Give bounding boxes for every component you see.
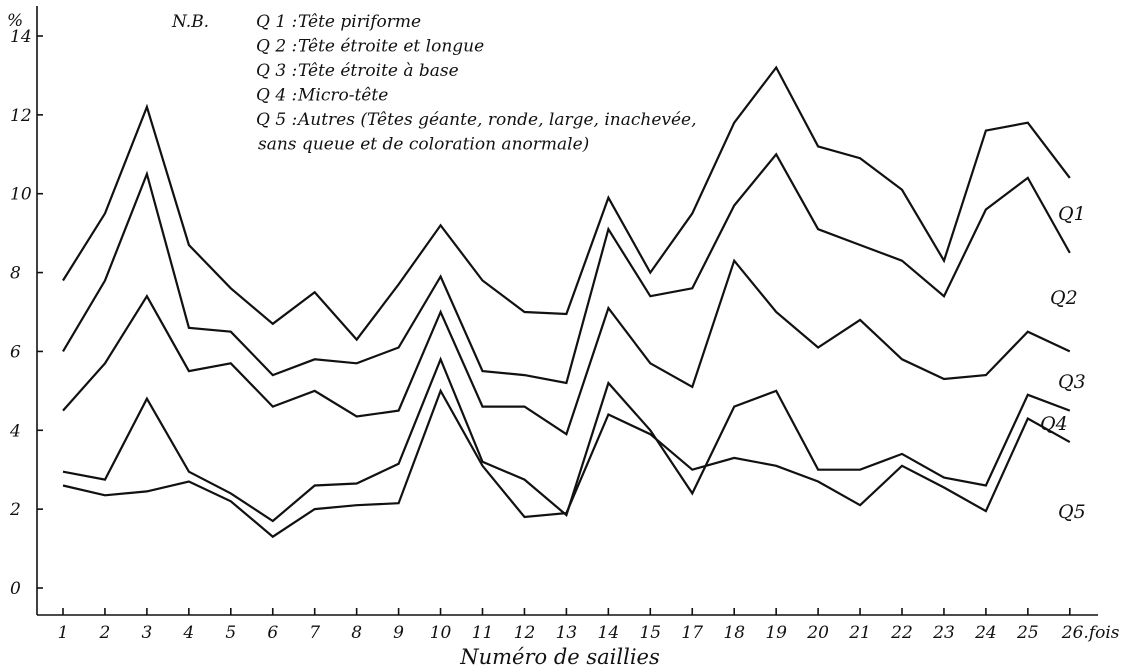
legend-key-5: Q 5 : [256,110,297,130]
x-tick-label-26: 26.fois [1061,623,1120,643]
series-line-q3 [62,258,1071,436]
y-tick-label-0: 0 [10,579,21,599]
x-tick-label-6: 6 [267,623,278,643]
series-line-q4 [62,356,1071,523]
series-labels: Q1 Q2 Q3 Q4 Q5 [1040,203,1086,523]
legend-key-3: Q 3 : [256,61,297,81]
series-line-q2 [62,152,1071,385]
x-tick-label-25: 25 [1016,623,1039,643]
y-tick-label-4: 4 [9,421,21,441]
series-label-q3: Q3 [1058,371,1086,393]
x-tick-label-15: 15 [639,623,661,643]
x-tick-label-13: 13 [556,623,578,643]
x-tick-label-21: 21 [848,623,871,643]
legend-text-5: Autres (Têtes géante, ronde, large, inac… [296,110,697,130]
x-tick-label-9: 9 [393,623,404,643]
series-label-q4: Q4 [1040,413,1068,435]
series-label-q2: Q2 [1050,287,1078,309]
x-tick-label-3: 3 [141,623,152,643]
y-tick-label-2: 2 [9,500,21,520]
y-tick-label-6: 6 [10,342,21,362]
y-tick-label-8: 8 [10,264,21,284]
x-tick-label-11: 11 [472,623,494,643]
y-ticks: 0 2 4 6 8 10 12 14 [9,27,43,599]
x-tick-label-2: 2 [99,623,111,643]
x-ticks: 1 2 3 4 5 6 7 8 9 10 11 12 13 14 15 17 18 19 20 21 22 23 24 25 2… [58,608,1120,643]
legend-key-1: Q 1 : [256,12,297,32]
legend-key-4: Q 4 : [256,86,297,106]
series-label-q5: Q5 [1058,501,1086,523]
x-tick-label-23: 23 [932,623,955,643]
series-line-q1 [62,65,1071,342]
x-tick-label-4: 4 [182,623,194,643]
legend-key-2: Q 2 : [256,37,297,57]
x-tick-label-20: 20 [806,623,829,643]
series-line-q5 [62,388,1071,539]
x-axis-title: Numéro de saillies [459,645,660,669]
x-tick-label-10: 10 [430,623,452,643]
y-axis-unit-label: % [7,11,23,31]
legend-text-6: sans queue et de coloration anormale) [258,135,589,155]
x-tick-label-19: 19 [765,623,787,643]
x-tick-label-14: 14 [598,623,620,643]
legend-text-4: Micro-tête [297,86,388,106]
x-tick-label-17: 17 [681,623,703,643]
series-label-q1: Q1 [1058,203,1086,225]
x-tick-label-12: 12 [514,623,536,643]
x-tick-label-24: 24 [974,623,997,643]
y-tick-label-14: 14 [10,27,32,47]
x-tick-label-22: 22 [890,623,913,643]
legend-text-1: Tête piriforme [298,12,421,32]
y-tick-label-12: 12 [10,106,32,126]
legend-text-3: Tête étroite à base [298,61,459,81]
legend-text-2: Tête étroite et longue [298,37,484,57]
legend-prefix: N.B. [171,12,209,32]
x-tick-label-7: 7 [309,623,320,643]
axes [36,6,1098,616]
x-tick-label-5: 5 [225,623,236,643]
x-tick-label-18: 18 [723,623,745,643]
x-tick-label-8: 8 [351,623,362,643]
y-tick-label-10: 10 [10,185,32,205]
x-tick-label-1: 1 [58,623,69,643]
series-lines [62,65,1071,539]
